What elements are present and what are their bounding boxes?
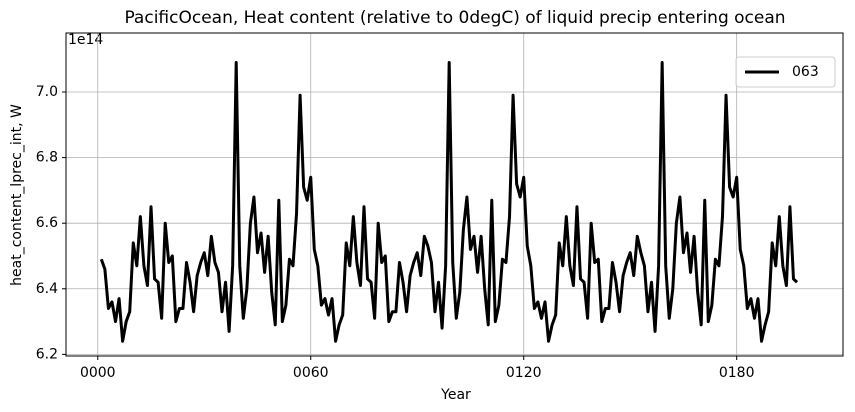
legend-label: 063 — [792, 64, 819, 80]
y-offset-label: 1e14 — [68, 32, 103, 48]
x-tick-label: 0060 — [293, 365, 329, 381]
x-tick-label: 0180 — [719, 365, 755, 381]
y-tick-label: 6.4 — [36, 281, 58, 297]
y-tick-label: 7.0 — [36, 84, 58, 100]
y-axis-label: heat_content_lprec_int, W — [9, 104, 25, 286]
y-tick-label: 6.6 — [36, 215, 58, 231]
x-tick-label: 0000 — [80, 365, 116, 381]
axes-frame — [65, 32, 844, 357]
y-tick-label: 6.2 — [36, 346, 58, 362]
x-tick-label: 0120 — [506, 365, 542, 381]
chart-title: PacificOcean, Heat content (relative to … — [124, 8, 785, 28]
y-tick-label: 6.8 — [36, 150, 58, 166]
data-line — [99, 61, 799, 343]
legend-box — [735, 56, 836, 88]
x-axis-label: Year — [440, 387, 471, 403]
